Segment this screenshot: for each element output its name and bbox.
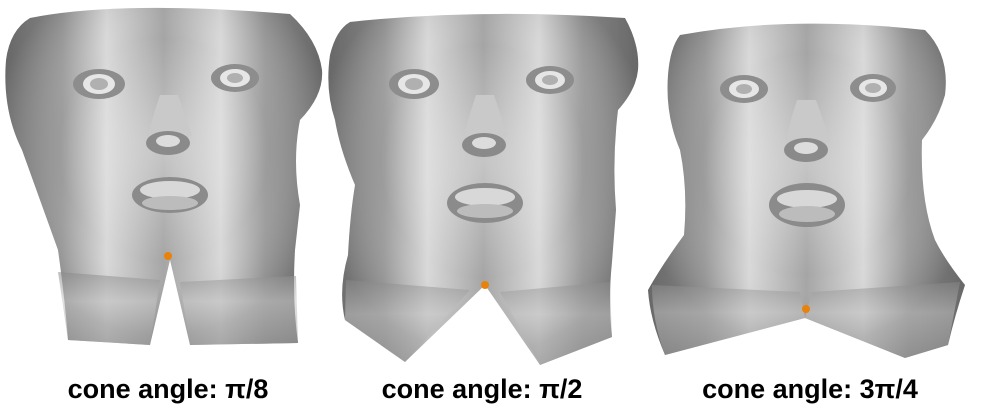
panel-2-left-eye: [389, 69, 439, 99]
panel-2-caption: cone angle: π/2: [381, 374, 583, 404]
panel-3-mouth: [769, 183, 845, 227]
panel-1-right-eye: [211, 64, 259, 92]
panel-1-mouth: [132, 177, 208, 213]
panel-3-right-eye: [850, 74, 896, 102]
panel-2-cone-point: [481, 281, 489, 289]
panel-3-caption: cone angle: 3π/4: [702, 374, 918, 404]
panel-1-nose: [146, 95, 192, 155]
panel-2-surface: [328, 13, 639, 365]
panel-3-cone-point: [802, 305, 810, 313]
panel-2-nose: [462, 95, 508, 157]
panel-2-right-eye: [526, 66, 574, 94]
panel-3-nose: [784, 100, 830, 162]
panel-1-left-eye: [73, 69, 125, 99]
panel-1-caption: cone angle: π/8: [67, 374, 269, 404]
panel-2-mouth: [447, 183, 523, 223]
panel-1-surface: [5, 7, 323, 345]
panel-3-surface: [648, 23, 965, 358]
panel-1-cone-point: [164, 252, 172, 260]
panel-3-left-eye: [720, 75, 768, 103]
